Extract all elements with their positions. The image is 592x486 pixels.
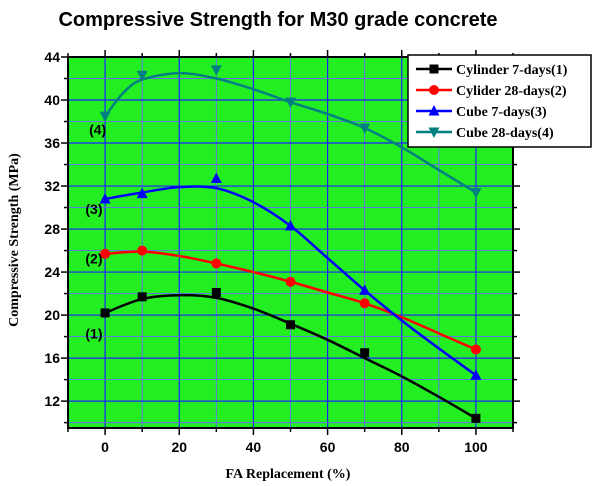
legend: Cylinder 7-days(1) Cylider 28-days(2) Cube… (407, 54, 592, 148)
series-2-point (470, 344, 481, 355)
x-axis-label: FA Replacement (%) (226, 467, 351, 482)
series-2-point (285, 276, 296, 287)
series-4-point (285, 97, 296, 109)
series-4-curve (104, 71, 477, 194)
legend-marker (429, 85, 439, 95)
chart-title: Compressive Strength for M30 grade concr… (58, 9, 497, 31)
series-1-point (211, 288, 221, 298)
series-2-point (137, 245, 148, 256)
legend-label: Cylider 28-days(2) (456, 84, 567, 99)
y-tick-label: 16 (44, 350, 60, 366)
y-tick-label: 32 (44, 178, 60, 194)
curve-annotation: (2) (85, 250, 102, 266)
y-tick-label: 40 (44, 92, 60, 108)
x-tick-label: 80 (394, 439, 410, 455)
series-3-point (210, 172, 222, 184)
legend-marker (428, 105, 440, 116)
x-tick-label: 0 (101, 439, 109, 455)
series-4-point (470, 187, 482, 199)
y-tick-label: 44 (44, 49, 60, 65)
series-3-point (285, 219, 296, 231)
legend-marker (428, 127, 440, 138)
series-1-point (360, 348, 370, 358)
legend-label: Cylinder 7-days(1) (456, 63, 568, 78)
series-3-point (99, 192, 111, 204)
x-tick-label: 60 (320, 439, 336, 455)
series-1-point (471, 413, 481, 423)
series-4-point (136, 70, 148, 82)
series-4-point (359, 123, 371, 134)
series-4-point (99, 111, 111, 123)
legend-marker (429, 64, 439, 74)
curve-annotation: (3) (85, 201, 102, 217)
series-3-point (470, 369, 482, 380)
series-1-point (137, 292, 147, 302)
series-3-point (359, 284, 371, 295)
series-1-point (286, 320, 295, 330)
series-2-point (100, 248, 111, 259)
y-tick-label: 36 (44, 135, 60, 151)
series-1-point (100, 308, 110, 318)
curve-annotation: (1) (85, 326, 102, 342)
legend-label: Cube 7-days(3) (456, 105, 547, 120)
legend-label: Cube 28-days(4) (456, 126, 554, 141)
curve-annotation: (4) (89, 121, 106, 137)
y-tick-label: 12 (44, 393, 60, 409)
y-tick-label: 28 (44, 221, 60, 237)
x-tick-label: 40 (246, 439, 262, 455)
x-tick-label: 100 (464, 439, 488, 455)
series-4-point (210, 65, 222, 76)
y-axis-label: Compressive Strength (MPa) (7, 153, 22, 327)
series-3-point (136, 187, 148, 199)
series-2-point (211, 258, 222, 269)
series-2-point (359, 298, 370, 309)
y-tick-label: 24 (44, 264, 60, 280)
x-tick-label: 20 (171, 439, 187, 455)
y-tick-label: 20 (44, 307, 60, 323)
